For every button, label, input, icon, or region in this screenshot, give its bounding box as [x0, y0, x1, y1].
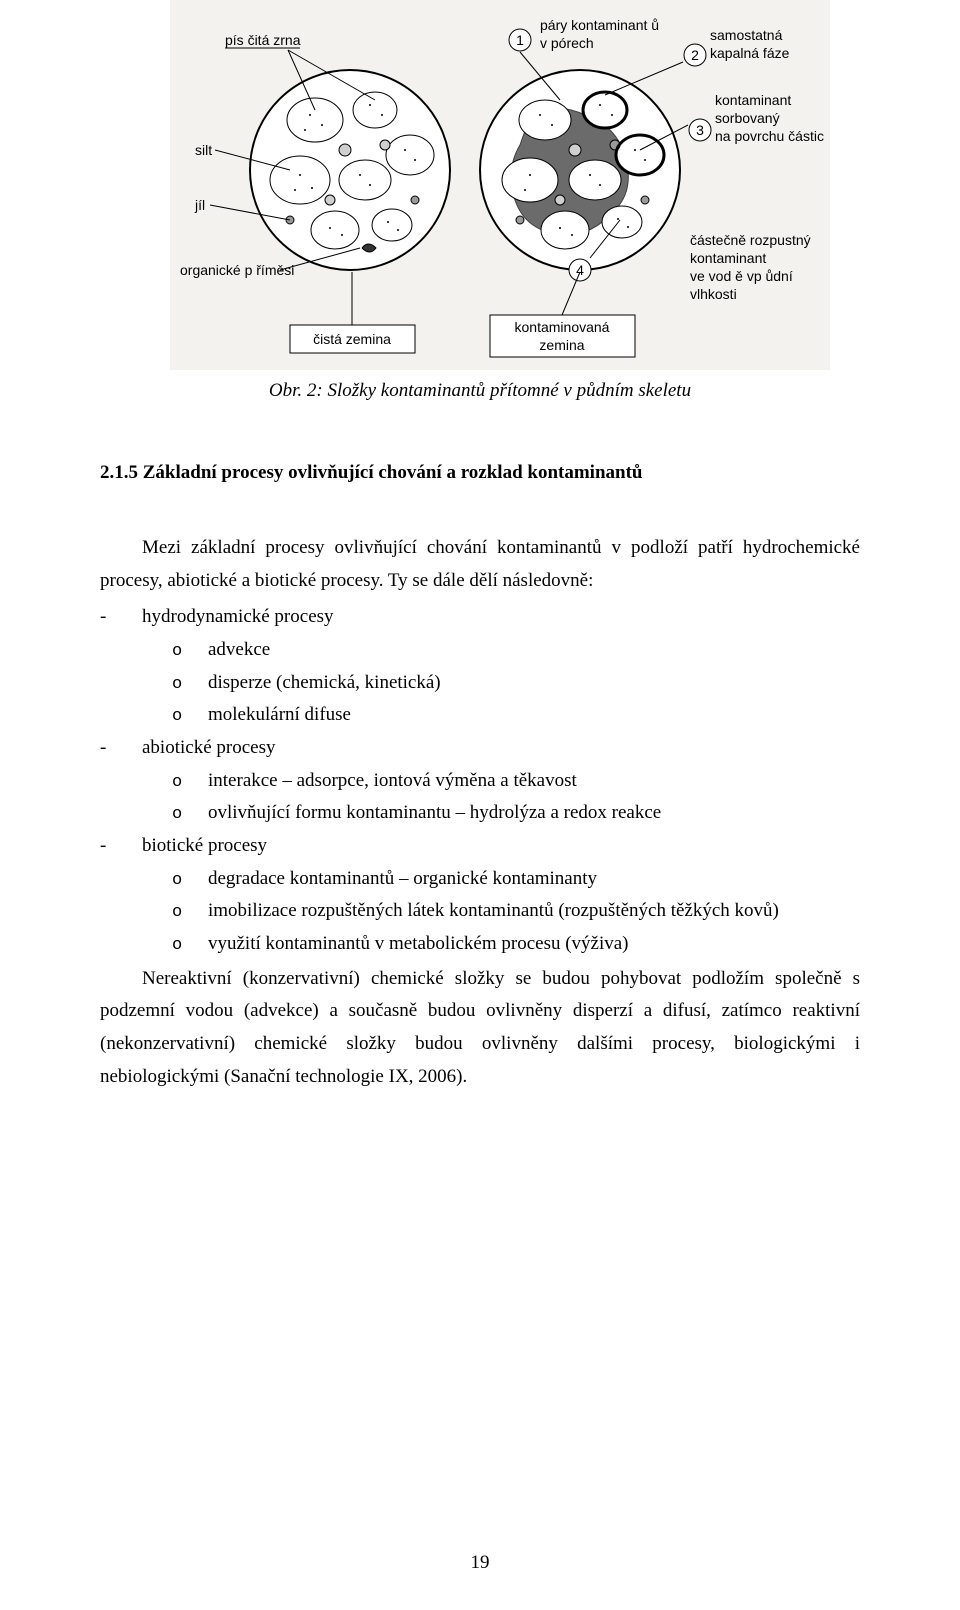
label-sandgrains: pís čitá zrna: [225, 32, 301, 48]
callout-2: 2: [691, 47, 699, 63]
label-dissolved-3: ve vod ě vp ůdní: [690, 268, 793, 284]
callout-4: 4: [576, 262, 584, 278]
label-organic: organické p říměsi: [180, 262, 294, 278]
label-sorbed-2: sorbovaný: [715, 110, 780, 126]
list-item-biotic: biotické procesy: [100, 830, 860, 863]
label-napl-2: kapalná fáze: [710, 45, 790, 61]
list-item-abiotic: abiotické procesy: [100, 732, 860, 765]
list-subitem: disperze (chemická, kinetická): [100, 667, 860, 700]
intro-paragraph: Mezi základní procesy ovlivňující chován…: [100, 532, 860, 597]
list-subitem: imobilizace rozpuštěných látek kontamina…: [100, 895, 860, 928]
list-subitem: advekce: [100, 634, 860, 667]
list-subitem: interakce – adsorpce, iontová výměna a t…: [100, 765, 860, 798]
label-sorbed-3: na povrchu částic: [715, 128, 824, 144]
svg-text:čistá zemina: čistá zemina: [313, 331, 391, 347]
soil-contaminant-diagram: 1 2 3 4 pís čitá zrna silt jíl organické…: [130, 0, 830, 370]
label-clay: jíl: [194, 197, 205, 213]
svg-text:zemina: zemina: [539, 337, 584, 353]
list-item-hydrodynamic: hydrodynamické procesy: [100, 601, 860, 634]
label-dissolved-4: vlhkosti: [690, 286, 737, 302]
label-vapors-2: v pórech: [540, 35, 594, 51]
figure-caption: Obr. 2: Složky kontaminantů přítomné v p…: [100, 380, 860, 402]
label-dissolved-2: kontaminant: [690, 250, 766, 266]
section-heading: 2.1.5 Základní procesy ovlivňující chová…: [100, 462, 860, 484]
label-vapors-1: páry kontaminant ů: [540, 17, 659, 33]
svg-text:kontaminovaná: kontaminovaná: [515, 319, 610, 335]
callout-1: 1: [516, 32, 524, 48]
list-subitem: ovlivňující formu kontaminantu – hydrolý…: [100, 797, 860, 830]
list-subitem: molekulární difuse: [100, 699, 860, 732]
label-napl-1: samostatná: [710, 27, 783, 43]
list-subitem: degradace kontaminantů – organické konta…: [100, 863, 860, 896]
label-silt: silt: [195, 142, 212, 158]
page-number: 19: [0, 1552, 960, 1574]
label-sorbed-1: kontaminant: [715, 92, 791, 108]
closing-paragraph: Nereaktivní (konzervativní) chemické slo…: [100, 963, 860, 1094]
list-subitem: využití kontaminantů v metabolickém proc…: [100, 928, 860, 961]
callout-3: 3: [696, 122, 704, 138]
figure-container: 1 2 3 4 pís čitá zrna silt jíl organické…: [100, 0, 860, 370]
label-dissolved-1: částečně rozpustný: [690, 232, 811, 248]
